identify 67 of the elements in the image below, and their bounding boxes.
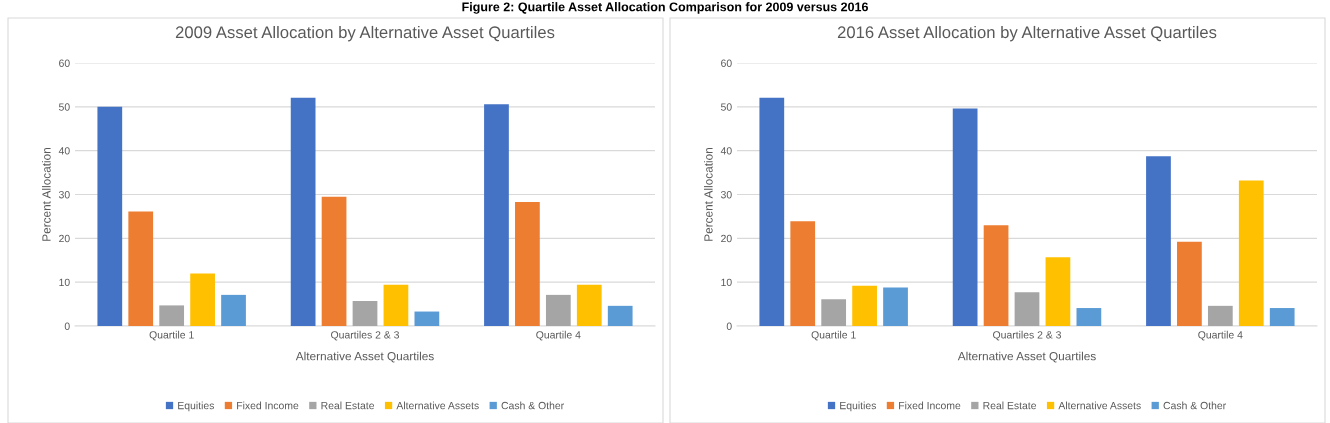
bar bbox=[1146, 156, 1171, 326]
bar bbox=[1014, 292, 1040, 326]
y-tick-label: 60 bbox=[59, 59, 70, 67]
bar bbox=[383, 284, 409, 326]
caption: Figure 2: Quartile Asset Allocation Comparison for 2009 versus 2016 bbox=[462, 2, 868, 14]
y-tick-label: 30 bbox=[58, 191, 70, 199]
bar bbox=[515, 201, 540, 326]
bar bbox=[290, 97, 316, 326]
x-tick-label: Quartile 4 bbox=[536, 330, 581, 341]
y-tick-label: 0 bbox=[726, 322, 732, 330]
bar bbox=[190, 273, 215, 326]
bar bbox=[952, 108, 978, 326]
bar bbox=[576, 284, 602, 326]
y-axis-title: Percent Allocation bbox=[703, 148, 713, 241]
bar bbox=[1207, 305, 1233, 326]
bar bbox=[883, 287, 908, 326]
y-tick-label: 60 bbox=[721, 59, 732, 67]
legend-label: Equities bbox=[840, 401, 876, 412]
legend-label: Fixed Income bbox=[899, 401, 961, 410]
legend-label: Alternative Assets bbox=[1058, 401, 1141, 410]
y-tick-label: 50 bbox=[58, 103, 70, 111]
bar bbox=[790, 221, 816, 326]
legend-label: Equities bbox=[178, 401, 214, 412]
bar bbox=[1269, 308, 1295, 326]
bar bbox=[221, 294, 246, 326]
bar bbox=[484, 104, 509, 326]
bar bbox=[821, 299, 847, 326]
bar bbox=[545, 294, 571, 326]
x-axis-title: Alternative Asset Quartiles bbox=[957, 351, 1096, 363]
bar bbox=[414, 311, 440, 326]
bar bbox=[983, 225, 1009, 326]
x-tick-label: Quartile 1 bbox=[811, 330, 856, 341]
x-tick-label: Quartiles 2 & 3 bbox=[993, 330, 1061, 341]
bar bbox=[1238, 180, 1264, 326]
bar bbox=[759, 97, 785, 326]
y-tick-label: 40 bbox=[720, 147, 732, 155]
y-axis-title: Percent Allocation bbox=[41, 148, 51, 241]
bar bbox=[352, 301, 378, 326]
chart-title: 2009 Asset Allocation by Alternative Asset Quartiles bbox=[175, 25, 555, 42]
legend-label: Real Estate bbox=[321, 401, 375, 410]
bar bbox=[1076, 308, 1102, 326]
legend-label: Cash & Other bbox=[501, 401, 564, 410]
bar bbox=[1177, 241, 1202, 326]
bar bbox=[852, 285, 877, 326]
x-tick-label: Quartile 1 bbox=[149, 330, 194, 341]
bar bbox=[128, 211, 154, 326]
y-tick-label: 30 bbox=[720, 191, 732, 199]
legend-label: Alternative Assets bbox=[396, 401, 479, 410]
bar bbox=[1045, 257, 1071, 326]
x-tick-label: Quartile 4 bbox=[1198, 330, 1243, 341]
y-tick-label: 20 bbox=[59, 234, 70, 243]
legend-label: Cash & Other bbox=[1163, 401, 1226, 410]
y-tick-label: 20 bbox=[721, 234, 732, 243]
bar bbox=[607, 305, 633, 326]
y-tick-label: 50 bbox=[720, 103, 732, 111]
legend-label: Real Estate bbox=[983, 401, 1037, 410]
y-tick-label: 40 bbox=[58, 147, 70, 155]
bar bbox=[321, 196, 347, 326]
x-axis-title: Alternative Asset Quartiles bbox=[295, 351, 434, 363]
chart-title: 2016 Asset Allocation by Alternative Asset Quartiles bbox=[837, 25, 1217, 42]
bar bbox=[97, 106, 123, 326]
bar bbox=[159, 305, 185, 326]
y-tick-label: 0 bbox=[64, 322, 70, 330]
legend-label: Fixed Income bbox=[237, 401, 299, 410]
y-tick-label: 10 bbox=[721, 278, 732, 287]
y-tick-label: 10 bbox=[59, 278, 70, 287]
x-tick-label: Quartiles 2 & 3 bbox=[331, 330, 399, 341]
